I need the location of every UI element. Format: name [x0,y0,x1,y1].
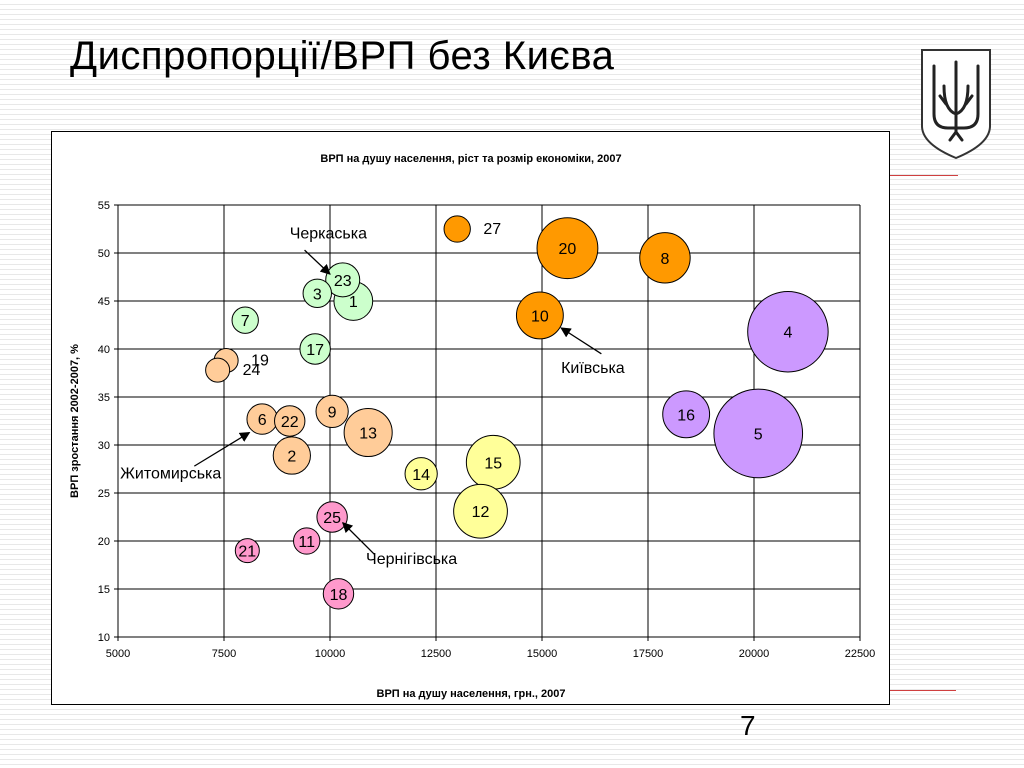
bubble-18 [322,578,355,610]
bubble-label-11: 11 [298,534,315,551]
x-tick-label: 22500 [845,648,876,660]
annotation-arrow [193,431,251,467]
page-number: 7 [740,710,756,741]
bubble-25 [316,501,348,533]
bubble-label-8: 8 [661,251,670,268]
bubble-label-17: 17 [306,342,324,359]
bubble-label-5: 5 [754,426,763,443]
y-axis-label: ВРП зростання 2002-2007, % [69,344,81,498]
bubble-14 [404,457,438,491]
bubble-label-7: 7 [241,313,250,330]
bubble-label-24: 24 [243,362,261,379]
bubble-label-4: 4 [783,325,792,342]
bubble-10 [515,291,564,340]
x-tick-label: 7500 [212,648,236,660]
bubble-label-18: 18 [330,587,348,604]
bubble-27 [443,215,471,243]
bubble-11 [293,527,321,555]
bubble-label-3: 3 [313,286,322,303]
y-tick-label: 50 [98,248,110,260]
y-tick-label: 10 [98,632,110,644]
x-tick-label: 5000 [106,648,130,660]
y-tick-label: 30 [98,440,110,452]
bubble-label-9: 9 [328,404,337,421]
bubble-label-10: 10 [531,308,549,325]
bubble-chart: ВРП на душу населення, ріст та розмір ек… [69,153,876,700]
annotation-arrow [341,522,375,555]
bubble-23 [325,262,361,298]
annotation-arrow [560,327,602,355]
bubble-label-21: 21 [238,544,256,561]
bubble-label-6: 6 [258,412,267,429]
bubble-label-16: 16 [677,407,695,424]
bubble-4 [747,290,829,373]
annotation-label: Київська [561,360,625,377]
bubble-16 [662,390,711,439]
bubble-label-15: 15 [484,455,502,472]
trident-emblem-icon [921,49,991,160]
bubble-9 [315,394,349,429]
bubble-21 [234,538,260,564]
bubble-20 [536,217,599,280]
x-tick-label: 10000 [315,648,346,660]
y-tick-label: 45 [98,296,110,308]
bubble-label-14: 14 [412,467,430,484]
bubble-17 [299,333,331,365]
x-tick-label: 20000 [739,648,770,660]
accent-rule-bottom [890,690,956,691]
annotation-label: Чернігівська [366,551,457,568]
x-tick-label: 12500 [421,648,452,660]
annotation-label: Житомирська [120,466,221,483]
bubble-5 [713,388,804,479]
bubble-13 [343,407,393,458]
bubble-2 [272,436,311,475]
bubble-label-19: 19 [251,353,269,370]
bubble-12 [453,483,508,539]
bubble-label-1: 1 [349,294,358,311]
bubble-24 [205,357,231,383]
annotation-arrow [304,249,331,275]
bubble-22 [274,405,306,437]
y-tick-label: 20 [98,536,110,548]
bubble-label-23: 23 [334,273,352,290]
annotation-label: Черкаська [290,226,367,243]
chart-title: ВРП на душу населення, ріст та розмір ек… [320,153,621,165]
y-tick-label: 55 [98,200,110,212]
y-tick-label: 35 [98,392,110,404]
bubble-label-27: 27 [483,221,501,238]
bubble-label-2: 2 [287,449,296,466]
y-tick-label: 25 [98,488,110,500]
y-tick-label: 15 [98,584,110,596]
bubble-3 [302,278,333,309]
bubble-label-20: 20 [559,241,577,258]
bubble-label-22: 22 [281,414,299,431]
bubble-label-12: 12 [472,504,490,521]
bubble-7 [231,306,259,334]
bubble-label-13: 13 [359,426,377,443]
x-tick-label: 17500 [633,648,664,660]
accent-rule-top [890,175,958,176]
x-axis-label: ВРП на душу населення, грн., 2007 [377,688,566,700]
slide-title: Диспропорції/ВРП без Києва [70,34,615,78]
bubble-chart-frame: ВРП на душу населення, ріст та розмір ек… [51,131,890,705]
x-tick-label: 15000 [527,648,558,660]
y-tick-label: 40 [98,344,110,356]
bubble-8 [639,232,691,284]
bubble-label-25: 25 [323,510,341,527]
